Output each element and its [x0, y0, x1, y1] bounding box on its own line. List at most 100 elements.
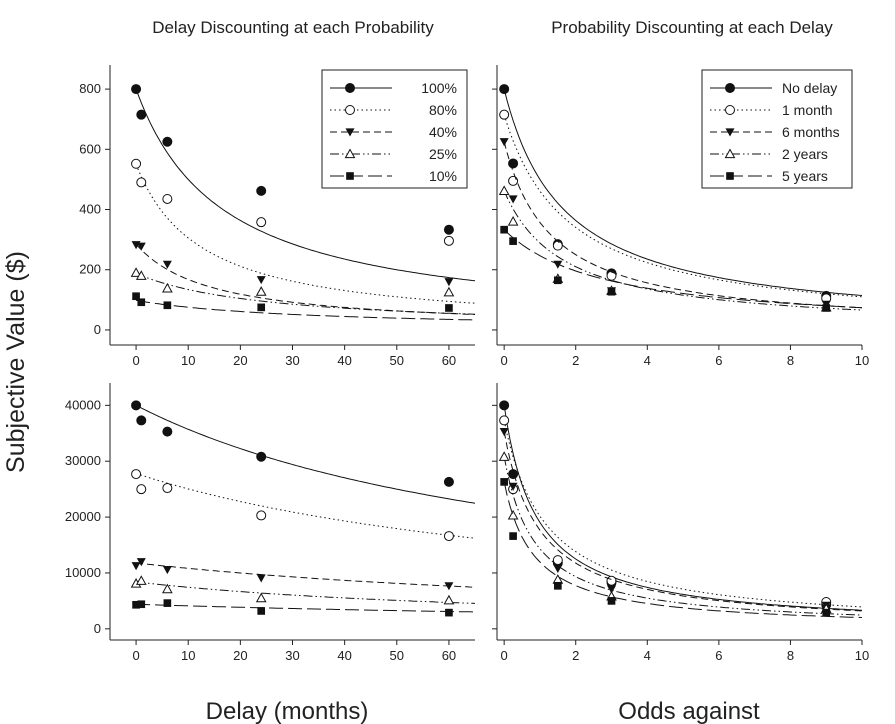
data-point: [255, 592, 267, 603]
data-point: [131, 158, 142, 169]
data-point: [257, 607, 266, 615]
legend-marker: [725, 83, 735, 93]
data-point: [256, 451, 267, 462]
data-point: [554, 276, 562, 285]
data-point: [162, 193, 173, 204]
x-tick-label: 4: [644, 353, 651, 368]
data-point: [443, 286, 455, 297]
data-point: [256, 574, 266, 583]
data-point: [553, 564, 563, 573]
data-point: [508, 175, 519, 186]
data-point: [509, 237, 517, 245]
x-tick-label: 10: [855, 648, 869, 663]
data-point: [607, 597, 616, 605]
data-point: [131, 562, 141, 571]
x-tick-label: 10: [181, 648, 195, 663]
data-point: [508, 469, 519, 480]
data-point: [256, 185, 267, 196]
data-point: [256, 510, 267, 521]
x-tick-label: 8: [787, 353, 794, 368]
fit-curve-6-months: [503, 431, 863, 612]
legend-marker: [724, 148, 736, 159]
fit-curve-1-month: [503, 420, 863, 608]
data-point: [499, 138, 509, 147]
data-point: [445, 304, 453, 312]
legend-label: 2 years: [782, 146, 828, 162]
data-point: [508, 482, 518, 491]
data-point: [136, 177, 147, 188]
legend-marker: [345, 105, 355, 115]
data-point: [444, 278, 454, 287]
x-tick-label: 0: [501, 648, 508, 663]
fit-curve-6-months: [503, 141, 863, 309]
data-point: [606, 270, 617, 281]
x-tick-label: 40: [337, 353, 351, 368]
data-point: [507, 216, 519, 226]
data-point: [131, 84, 142, 95]
fit-curve-1-month: [503, 114, 863, 298]
data-point: [162, 566, 172, 575]
y-tick-label: 0: [94, 621, 101, 636]
fit-curve-no-delay: [503, 88, 863, 296]
data-point: [131, 400, 142, 411]
x-tick-label: 50: [390, 648, 404, 663]
fit-curve-2-years: [503, 190, 863, 311]
data-point: [443, 531, 454, 542]
x-tick-label: 2: [572, 353, 579, 368]
data-point: [136, 109, 147, 120]
legend-label: 100%: [421, 80, 457, 96]
y-tick-label: 10000: [65, 565, 101, 580]
data-point: [507, 509, 519, 520]
fit-curve-40-: [136, 562, 476, 588]
data-point: [162, 282, 173, 293]
x-tick-label: 6: [715, 353, 722, 368]
data-point: [137, 600, 146, 609]
data-point: [443, 594, 455, 605]
right-column-title: Probability Discounting at each Delay: [551, 18, 833, 37]
data-point: [256, 217, 267, 228]
data-point: [163, 599, 172, 607]
fit-curve-10-: [136, 603, 475, 613]
legend-label: 5 years: [782, 168, 828, 184]
data-point: [132, 600, 140, 609]
data-point: [136, 415, 147, 426]
data-point: [499, 84, 510, 95]
y-axis-label: Subjective Value ($): [2, 251, 30, 473]
fit-curve-10-: [136, 299, 475, 321]
data-point: [607, 585, 617, 594]
data-point: [136, 558, 146, 567]
data-point: [135, 575, 147, 585]
data-point: [162, 483, 173, 494]
x-tick-label: 0: [501, 353, 508, 368]
data-point: [606, 575, 617, 586]
x-tick-label: 20: [233, 353, 247, 368]
data-point: [257, 303, 266, 312]
data-point: [444, 582, 454, 591]
data-point: [256, 276, 266, 285]
x-tick-label: 60: [442, 353, 456, 368]
legend-marker: [344, 148, 356, 159]
legend-label: 80%: [429, 102, 457, 118]
left-x-axis-label: Delay (months): [206, 698, 369, 724]
data-point: [445, 608, 453, 617]
legend-label: 40%: [429, 124, 457, 140]
data-point: [822, 304, 831, 312]
legend-marker: [345, 83, 355, 93]
x-tick-label: 8: [787, 648, 794, 663]
data-point: [553, 260, 563, 269]
y-tick-label: 0: [94, 322, 101, 337]
y-tick-label: 800: [79, 81, 101, 96]
x-tick-label: 50: [390, 353, 404, 368]
legend-label: No delay: [782, 80, 837, 96]
data-point: [508, 195, 518, 204]
panel-top-right: 0 2 4 6 8 10 No delay 1 month 6 months 2 years 5 y…: [492, 65, 869, 368]
data-point: [130, 267, 142, 277]
fit-curve-25-: [135, 272, 476, 315]
x-tick-label: 20: [233, 648, 247, 663]
x-tick-label: 60: [442, 648, 456, 663]
x-tick-label: 10: [855, 353, 869, 368]
legend-label: 1 month: [782, 102, 833, 118]
fit-curve-no-delay: [503, 405, 863, 611]
